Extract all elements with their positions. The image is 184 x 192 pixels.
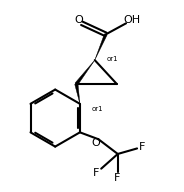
Text: OH: OH (123, 15, 141, 25)
Polygon shape (95, 34, 107, 60)
Text: F: F (114, 172, 120, 183)
Polygon shape (75, 60, 95, 85)
Text: or1: or1 (107, 56, 118, 62)
Text: O: O (91, 138, 100, 148)
Text: F: F (139, 142, 145, 152)
Text: F: F (93, 168, 99, 178)
Text: O: O (74, 15, 83, 25)
Polygon shape (75, 84, 80, 104)
Text: or1: or1 (92, 106, 103, 112)
